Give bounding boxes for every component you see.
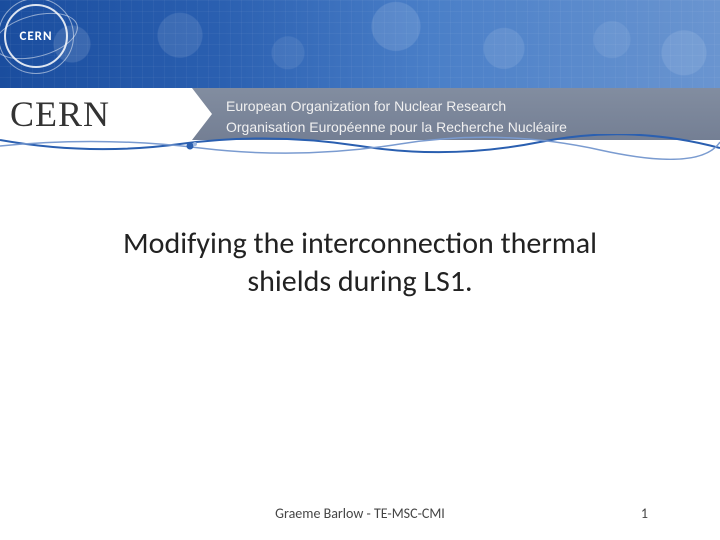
footer-page-number: 1 bbox=[641, 505, 648, 522]
org-bar: CERN European Organization for Nuclear R… bbox=[0, 88, 720, 140]
org-name-en: European Organization for Nuclear Resear… bbox=[226, 96, 710, 117]
brand-block: CERN bbox=[0, 88, 192, 140]
org-name-block: European Organization for Nuclear Resear… bbox=[192, 88, 720, 140]
cern-logo-icon: CERN bbox=[4, 4, 68, 68]
wave-divider bbox=[0, 140, 720, 160]
logo-text: CERN bbox=[19, 29, 52, 44]
slide-title: Modifying the interconnection thermal sh… bbox=[0, 225, 720, 300]
header-banner: CERN bbox=[0, 0, 720, 88]
brand-text: CERN bbox=[10, 93, 110, 135]
footer-author: Graeme Barlow - TE-MSC-CMI bbox=[275, 505, 445, 522]
